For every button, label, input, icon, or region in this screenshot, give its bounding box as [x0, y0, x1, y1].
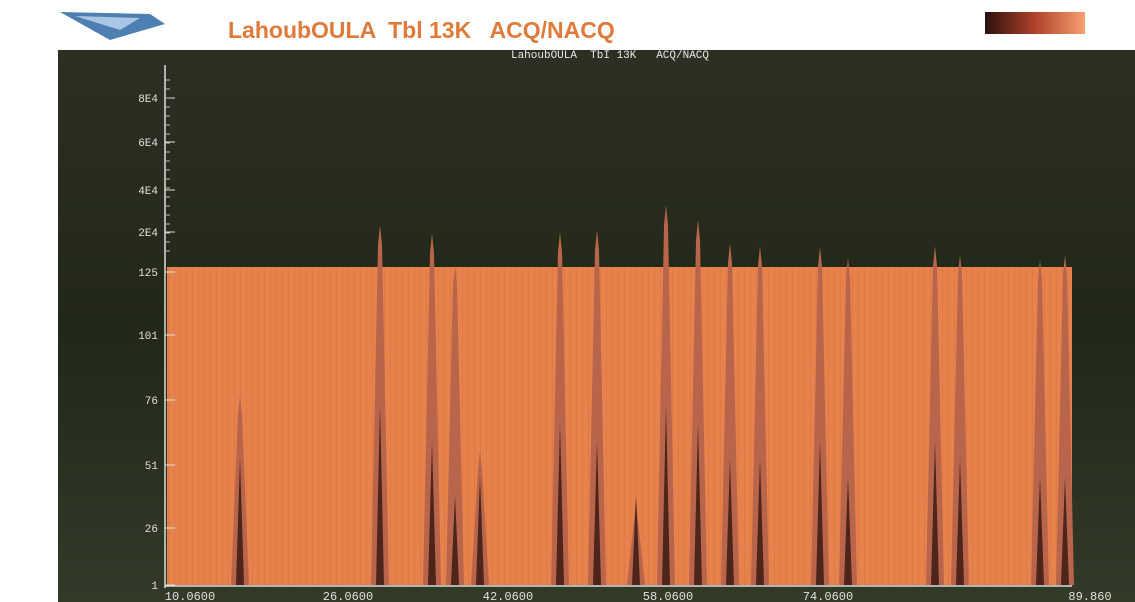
peak-core [931, 441, 939, 585]
peak-core [726, 459, 734, 585]
y-tick-label: 101 [138, 331, 158, 343]
x-tick-label: 58.0600 [643, 590, 693, 602]
intensity-fill [167, 267, 1072, 585]
peak-core [816, 441, 824, 585]
header-title: LahoubOULA Tbl 13K ACQ/NACQ [228, 17, 615, 43]
y-tick-label: 125 [138, 268, 158, 280]
peak-core [844, 477, 852, 585]
y-tick-label: 1 [151, 581, 158, 593]
y-tick-label: 26 [145, 524, 158, 536]
peak [446, 265, 464, 585]
header-bar [0, 0, 1135, 50]
x-tick-label: 74.0600 [803, 590, 853, 602]
peak-core [593, 441, 601, 585]
peak [423, 233, 441, 585]
peaks [231, 205, 1074, 585]
peak [926, 246, 944, 585]
x-tick-label: 26.0600 [323, 590, 373, 602]
peak [657, 205, 675, 585]
y-tick-label: 2E4 [138, 228, 158, 240]
logo-highlight [75, 16, 140, 30]
peak [721, 243, 739, 585]
peak-core [236, 459, 244, 585]
peak-core [662, 405, 670, 585]
y-tick-label: 76 [145, 396, 158, 408]
peak-core [1061, 477, 1069, 585]
plot-title: LahoubOULA TbI 13K ACQ/NACQ [511, 50, 709, 62]
x-tick-label: 42.0600 [483, 590, 533, 602]
peak-core [556, 423, 564, 585]
peak [811, 247, 829, 585]
peak [1056, 255, 1074, 585]
peak-core [428, 441, 436, 585]
peak [588, 230, 606, 585]
peak-core [756, 459, 764, 585]
color-scale [985, 12, 1085, 34]
peak-core [451, 495, 459, 585]
peak [551, 232, 569, 585]
x-tick-label: 89.860 [1068, 590, 1111, 602]
x-axis-labels: 10.0600 26.0600 42.0600 58.0600 74.0600 89.86… [165, 590, 1112, 602]
peak [751, 246, 769, 585]
peak-core [376, 405, 384, 585]
peak [951, 255, 969, 585]
y-tick-label: 8E4 [138, 94, 158, 106]
y-axis-labels: 8E4 6E4 4E4 2E4 125 101 76 51 26 1 [138, 79, 175, 593]
peak [689, 220, 707, 585]
peak-core [956, 459, 964, 585]
peak-core [632, 495, 640, 585]
y-tick-label: 6E4 [138, 138, 158, 150]
y-tick-label: 4E4 [138, 186, 158, 198]
peak-core [694, 423, 702, 585]
peak [1031, 260, 1049, 585]
x-tick-label: 10.0600 [165, 590, 215, 602]
y-tick-label: 51 [145, 461, 159, 473]
peak-core [1036, 477, 1044, 585]
peak [839, 258, 857, 585]
peak-core [476, 477, 484, 585]
